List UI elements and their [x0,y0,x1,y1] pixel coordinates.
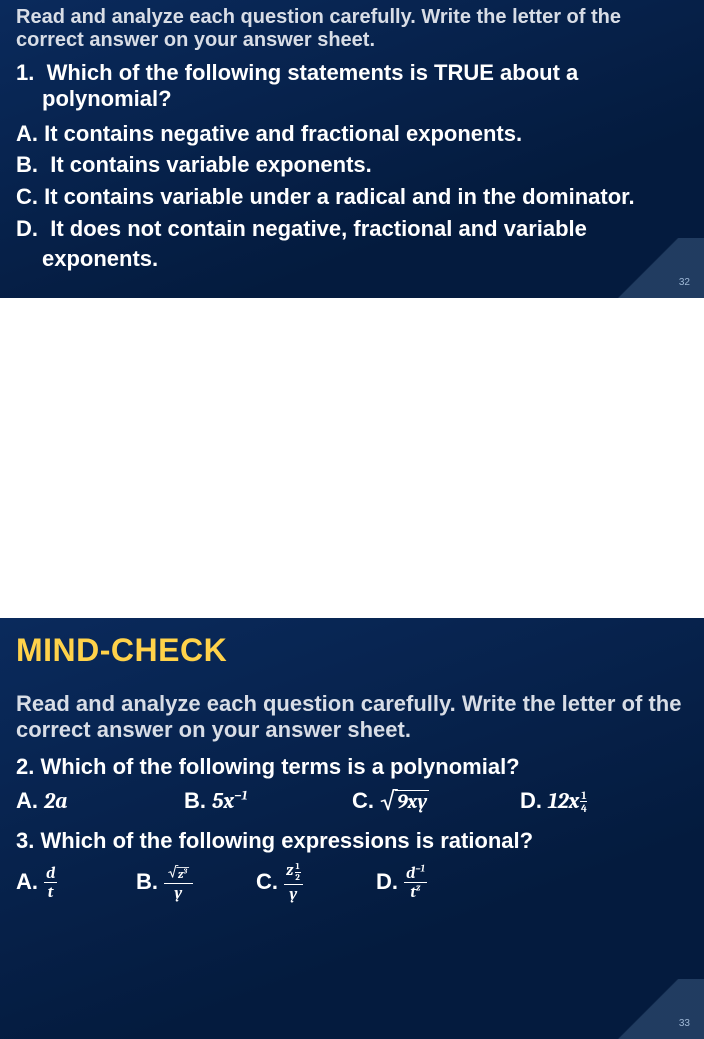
q1-option-d: D. It does not contain negative, fractio… [16,214,688,273]
corner-decoration [594,238,704,298]
slide-33-content: MIND-CHECK Read and analyze each questio… [0,618,704,902]
q2-text: Which of the following terms is a polyno… [40,754,519,779]
slide-32-content: Read and analyze each question carefully… [0,0,704,273]
q3-d-den: tz [410,883,420,900]
q2-b-base: 5x [212,788,234,814]
q3-d-label: D. [376,869,398,895]
q1-option-d-text: It does not contain negative, fractional… [42,216,587,271]
page-number-33: 33 [679,1018,690,1029]
q3-a-label: A. [16,869,38,895]
question-2: 2. Which of the following terms is a pol… [16,754,688,780]
q3-d-frac: d−1 tz [404,865,427,900]
question-1: 1. Which of the following statements is … [16,60,688,113]
q2-c-sqrt: √9xy [380,788,429,814]
q3-d-num-exp: −1 [415,863,425,874]
q1-text: Which of the following statements is TRU… [42,60,578,111]
q3-c-frac: z12 y [284,862,303,902]
q3-b-sqrt-exp: 3 [183,867,187,876]
q3-c-exp-d: 2 [295,873,300,883]
q3-b-num: √z3 [164,864,193,884]
q3-text: Which of the following expressions is ra… [40,828,533,853]
q2-b-expr: 5x−1 [212,788,247,814]
q3-options: A. dt B. √z3 y C. z12 y D. d−1 [16,862,688,902]
instructions-text-2: Read and analyze each question carefully… [16,691,688,744]
q2-options: A. 2a B. 5x−1 C. √9xy D. 12x14 [16,788,688,815]
q1-option-c-text: It contains variable under a radical and… [44,184,634,209]
q3-b-den: y [174,884,182,901]
q2-d-exp-d: 4 [581,802,587,814]
q2-d-exp-n: 1 [580,790,587,802]
q2-d-label: D. [520,788,542,814]
q3-c-den: y [289,885,297,902]
q2-a-label: A. [16,788,38,814]
q3-number: 3. [16,828,34,853]
q2-a-expr: 2a [44,788,68,814]
slide-title: MIND-CHECK [16,632,688,669]
page-number-32: 32 [679,277,690,288]
q3-a-num: d [44,865,57,883]
q3-a-frac: dt [44,865,57,900]
q2-c-label: C. [352,788,374,814]
q1-option-b: B. It contains variable exponents. [16,150,688,180]
q1-option-a: A. It contains negative and fractional e… [16,119,688,149]
q1-option-b-text: It contains variable exponents. [50,152,372,177]
q3-c-num: z12 [284,862,303,885]
q1-number: 1. [16,60,34,85]
q2-option-b: B. 5x−1 [184,788,352,815]
corner-decoration-2 [594,979,704,1039]
q2-b-exp: −1 [234,789,247,804]
q1-option-c: C. It contains variable under a radical … [16,182,688,212]
slide-33: MIND-CHECK Read and analyze each questio… [0,618,704,1039]
q3-b-label: B. [136,869,158,895]
q3-option-d: D. d−1 tz [376,862,546,902]
q3-c-label: C. [256,869,278,895]
q3-c-exp-n: 1 [295,863,301,873]
q3-c-num-base: z [286,861,294,879]
q3-b-frac: √z3 y [164,864,193,901]
q3-option-b: B. √z3 y [136,862,256,902]
q2-d-base: 12x [548,788,579,814]
q3-a-den: t [48,883,54,900]
slide-32: Read and analyze each question carefully… [0,0,704,298]
q3-option-c: C. z12 y [256,862,376,902]
q2-b-label: B. [184,788,206,814]
question-3: 3. Which of the following expressions is… [16,828,688,854]
q2-number: 2. [16,754,34,779]
q3-d-num-base: d [406,864,415,882]
q2-d-expr: 12x14 [548,788,587,815]
q2-c-arg: 9xy [395,790,429,812]
q3-option-a: A. dt [16,862,136,902]
q2-option-a: A. 2a [16,788,184,815]
q3-d-den-exp: z [416,882,421,893]
q3-d-num: d−1 [404,865,427,883]
slide-gap [0,298,704,618]
q1-option-a-text: It contains negative and fractional expo… [44,121,522,146]
q2-option-c: C. √9xy [352,788,520,815]
instructions-text: Read and analyze each question carefully… [16,6,688,52]
q2-option-d: D. 12x14 [520,788,688,815]
